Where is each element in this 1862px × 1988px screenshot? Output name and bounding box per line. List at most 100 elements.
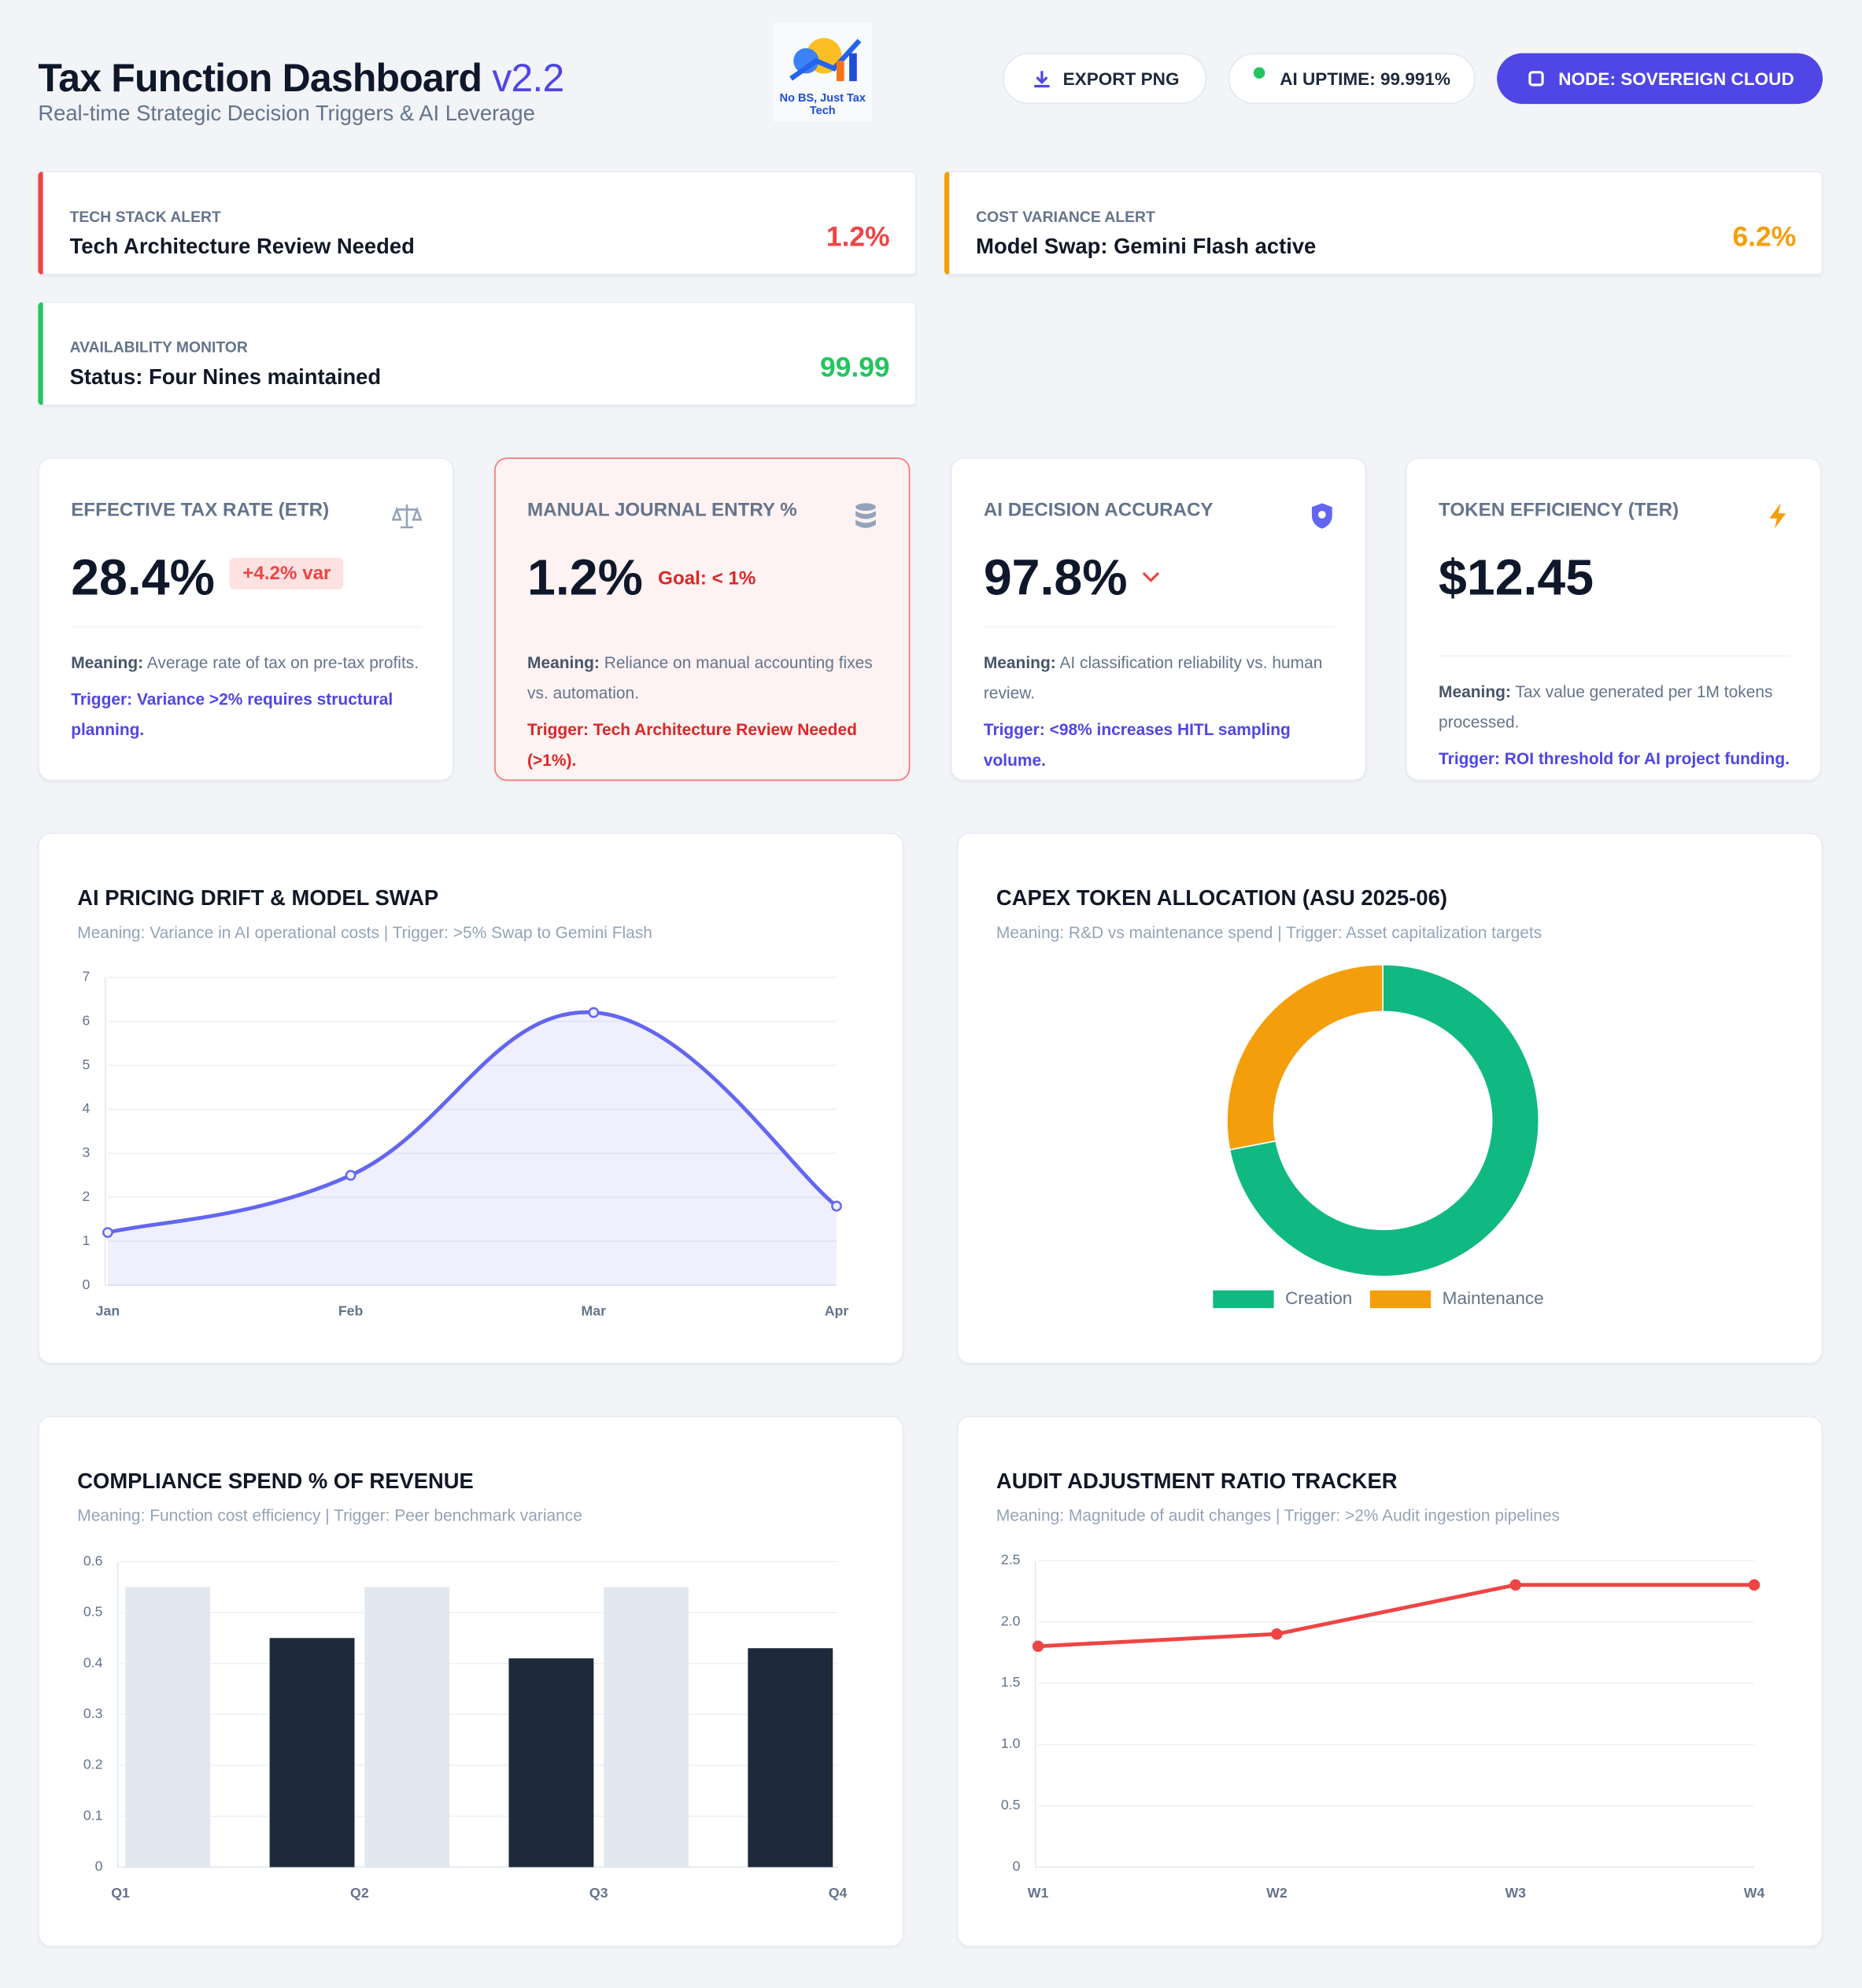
chart-title: AI PRICING DRIFT & MODEL SWAP — [77, 885, 439, 911]
chart-card: AI PRICING DRIFT & MODEL SWAP Meaning: Va… — [38, 833, 904, 1365]
chart-card: AUDIT ADJUSTMENT RATIO TRACKER Meaning: M… — [957, 1416, 1823, 1947]
x-tick-label: Q2 — [350, 1885, 369, 1901]
kpi-trigger: Trigger: <98% increases HITL sampling vo… — [983, 719, 1291, 770]
y-tick-label: 0.5 — [83, 1604, 103, 1620]
chart-title: CAPEX TOKEN ALLOCATION (ASU 2025-06) — [996, 885, 1447, 911]
donut-slice — [1228, 963, 1540, 1277]
logo: No BS, Just Tax Tech — [773, 22, 873, 122]
version: v2.2 — [492, 55, 564, 101]
alert-label: TECH STACK ALERT — [69, 208, 221, 226]
kpi-card: AI DECISION ACCURACY 97.8% Meaning: AI c… — [950, 457, 1367, 782]
meaning-text: Reliance on manual accounting fixes vs. … — [527, 652, 873, 703]
bar — [269, 1638, 355, 1868]
kpi-label: MANUAL JOURNAL ENTRY % — [527, 499, 797, 521]
kpi-value: 28.4% — [71, 549, 215, 606]
chart-subtitle: Meaning: Function cost efficiency | Trig… — [77, 1506, 582, 1525]
kpi-meaning: Meaning: Average rate of tax on pre-tax … — [71, 648, 422, 678]
bar — [364, 1587, 450, 1868]
y-tick-label: 0.5 — [1001, 1797, 1021, 1812]
y-tick-label: 2.5 — [1001, 1551, 1021, 1567]
x-tick-label: Mar — [582, 1303, 607, 1319]
bar — [125, 1587, 211, 1868]
alert-value: 99.99 — [819, 351, 890, 383]
y-tick-label: 0 — [82, 1277, 90, 1292]
chart-title: AUDIT ADJUSTMENT RATIO TRACKER — [996, 1469, 1398, 1494]
legend-label: Creation — [1285, 1288, 1352, 1308]
kpi-badge: Goal: < 1% — [658, 567, 756, 589]
y-tick-label: 0 — [1013, 1858, 1021, 1874]
point — [1748, 1579, 1760, 1591]
button-text: EXPORT PNG — [1062, 68, 1180, 89]
button-text: AI UPTIME: 99.991% — [1280, 68, 1451, 89]
y-tick-label: 1.0 — [1001, 1735, 1021, 1751]
chart-title: COMPLIANCE SPEND % OF REVENUE — [77, 1469, 474, 1494]
alert-title: Status: Four Nines maintained — [69, 364, 382, 390]
y-tick-label: 7 — [82, 968, 90, 984]
alert-value: 6.2% — [1732, 220, 1797, 253]
point — [1271, 1628, 1283, 1640]
meaning-label: Meaning: — [71, 652, 144, 672]
legend-swatch — [1369, 1290, 1432, 1309]
x-tick-label: Jan — [96, 1303, 120, 1319]
bar — [604, 1587, 689, 1868]
uptime-button[interactable]: AI UPTIME: 99.991% — [1228, 53, 1476, 105]
point — [1032, 1640, 1044, 1653]
point — [831, 1200, 842, 1212]
kpi-trigger: Trigger: ROI threshold for AI project fu… — [1439, 748, 1790, 769]
chart-subtitle: Meaning: R&D vs maintenance spend | Trig… — [996, 922, 1542, 942]
logo-text: No BS, Just Tax Tech — [779, 91, 866, 117]
meaning-label: Meaning: — [1439, 682, 1511, 701]
alert-title: Tech Architecture Review Needed — [69, 234, 415, 259]
x-tick-label: Q4 — [829, 1885, 848, 1901]
y-tick-label: 0.3 — [83, 1705, 103, 1721]
x-tick-label: Q3 — [589, 1885, 608, 1901]
kpi-card: MANUAL JOURNAL ENTRY % 1.2% Goal: < 1% Me… — [494, 457, 911, 782]
kpi-value: 1.2% — [527, 549, 643, 606]
point — [345, 1170, 357, 1181]
export-button[interactable]: EXPORT PNG — [1002, 53, 1207, 105]
meaning-text: AI classification reliability vs. human … — [983, 652, 1323, 703]
logo-art — [789, 38, 862, 82]
x-tick-label: Apr — [825, 1303, 849, 1319]
line-area — [107, 1012, 837, 1286]
y-tick-label: 0.4 — [83, 1654, 103, 1670]
alert-label: COST VARIANCE ALERT — [976, 208, 1155, 226]
alert-card: COST VARIANCE ALERT Model Swap: Gemini Fl… — [944, 171, 1823, 275]
x-tick-label: W2 — [1266, 1885, 1288, 1901]
line — [107, 1011, 838, 1235]
subtitle: Real-time Strategic Decision Triggers & … — [38, 101, 535, 126]
meaning-text: Tax value generated per 1M tokens proces… — [1439, 682, 1773, 732]
x-tick-label: Feb — [338, 1303, 364, 1319]
button-text: NODE: SOVEREIGN CLOUD — [1558, 68, 1794, 89]
node-button[interactable]: NODE: SOVEREIGN CLOUD — [1497, 53, 1823, 105]
legend-label: Maintenance — [1443, 1288, 1544, 1308]
alert-label: AVAILABILITY MONITOR — [69, 338, 248, 357]
shield-icon — [1311, 503, 1332, 529]
donut-slice — [1226, 963, 1384, 1151]
kpi-label: EFFECTIVE TAX RATE (ETR) — [71, 499, 330, 521]
meaning-label: Meaning: — [527, 652, 600, 672]
kpi-label: AI DECISION ACCURACY — [983, 499, 1214, 521]
kpi-value: 97.8% — [983, 549, 1128, 606]
kpi-meaning: Meaning: AI classification reliability v… — [984, 648, 1335, 708]
legend-swatch — [1213, 1290, 1274, 1309]
y-tick-label: 1 — [82, 1232, 90, 1248]
line — [1037, 1583, 1755, 1649]
kpi-trigger: Trigger: Tech Architecture Review Needed… — [527, 719, 857, 770]
point — [102, 1227, 113, 1238]
x-tick-label: Q1 — [111, 1885, 130, 1901]
alert-title: Model Swap: Gemini Flash active — [976, 234, 1317, 259]
y-tick-label: 0.1 — [83, 1807, 103, 1823]
kpi-card: EFFECTIVE TAX RATE (ETR) 28.4% +4.2% var … — [38, 457, 454, 782]
point — [588, 1007, 600, 1018]
alert-value: 1.2% — [826, 220, 890, 253]
kpi-value: $12.45 — [1439, 549, 1594, 606]
divider — [983, 626, 1335, 628]
y-tick-label: 4 — [82, 1100, 90, 1116]
y-tick-label: 2 — [82, 1188, 90, 1204]
chart-subtitle: Meaning: Variance in AI operational cost… — [77, 922, 652, 942]
page-title: Tax Function Dashboard v2.2 — [38, 55, 564, 102]
y-tick-label: 0.6 — [83, 1553, 103, 1569]
y-tick-label: 3 — [82, 1144, 90, 1160]
